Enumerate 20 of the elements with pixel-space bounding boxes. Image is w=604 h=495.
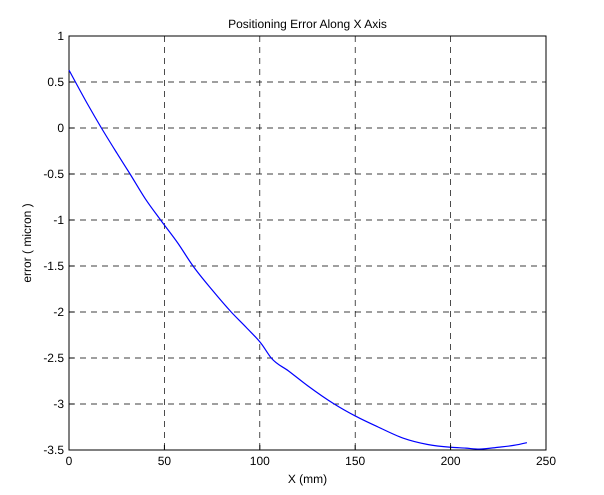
- x-axis-title: X (mm): [288, 472, 328, 486]
- x-tick-label: 100: [250, 454, 270, 468]
- line-series: [68, 69, 528, 450]
- y-tick-label: 0: [57, 121, 64, 135]
- y-axis-title: error ( micron ): [20, 203, 34, 283]
- y-tick-label: 0.5: [47, 75, 64, 89]
- x-tick-label: 150: [345, 454, 366, 468]
- chart-title: Positioning Error Along X Axis: [228, 17, 387, 31]
- x-tick-label: 200: [440, 454, 461, 468]
- y-tick-label: -3.5: [43, 443, 64, 457]
- y-tick-label: -1.5: [43, 259, 64, 273]
- x-tick-label: 0: [66, 454, 73, 468]
- x-tick-label: 250: [536, 454, 556, 468]
- x-tick-label: 50: [158, 454, 172, 468]
- y-tick-label: -3: [53, 397, 64, 411]
- y-tick-label: -0.5: [43, 167, 64, 181]
- y-tick-label: 1: [57, 29, 64, 43]
- y-tick-label: -2.5: [43, 351, 64, 365]
- y-tick-label: -1: [53, 213, 64, 227]
- y-tick-label: -2: [53, 305, 64, 319]
